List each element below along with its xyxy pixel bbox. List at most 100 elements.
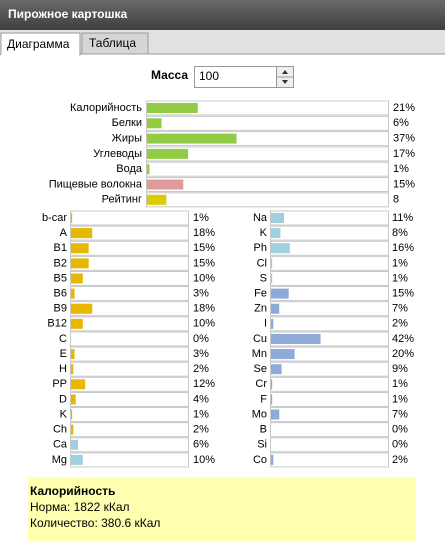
bar <box>271 318 274 329</box>
value-label: 7% <box>392 408 408 420</box>
value-label: 1% <box>392 378 408 390</box>
bar <box>271 228 281 239</box>
value-label: 11% <box>392 212 413 224</box>
bar <box>71 349 75 360</box>
bar-label: D <box>59 393 67 405</box>
bar-track <box>70 301 189 317</box>
bar-label: Mg <box>52 454 67 466</box>
bar <box>271 213 284 223</box>
bar-label: Si <box>257 439 267 451</box>
bar <box>271 364 282 375</box>
bar <box>71 409 73 420</box>
bar <box>271 333 321 344</box>
bar-track <box>270 240 389 256</box>
bar-track <box>70 270 189 286</box>
value-label: 18% <box>193 227 215 239</box>
value-label: 8% <box>392 227 408 239</box>
info-line: Количество: 380.6 кКал <box>30 516 160 530</box>
bar-track <box>146 177 389 192</box>
info-line: Норма: 1822 кКал <box>30 500 130 514</box>
bar <box>147 103 198 113</box>
bar-track <box>70 210 189 226</box>
bar-track <box>146 161 389 177</box>
bar-track <box>70 346 189 362</box>
bar-track <box>270 255 389 271</box>
bar <box>71 379 86 390</box>
bar-track <box>270 286 389 302</box>
bar-track <box>70 391 189 407</box>
value-label: 37% <box>393 133 415 145</box>
bar-track <box>270 316 389 332</box>
value-label: 3% <box>193 348 209 360</box>
bar <box>271 409 280 420</box>
bar-label: Mo <box>252 408 267 420</box>
bar-track <box>270 210 389 226</box>
bar-label: B6 <box>54 288 67 300</box>
bar-track <box>70 286 189 302</box>
bar-track <box>270 270 389 286</box>
bar-label: Ch <box>53 424 67 436</box>
value-label: 1% <box>193 212 209 224</box>
bar-label: B5 <box>54 272 67 284</box>
bar <box>71 439 79 450</box>
bar <box>271 454 274 465</box>
value-label: 9% <box>392 363 408 375</box>
spinner-arrows[interactable] <box>282 70 288 84</box>
bar-label: Mn <box>252 348 267 360</box>
bar-track <box>270 225 389 241</box>
bar-label: Cl <box>257 257 267 269</box>
value-label: 15% <box>393 178 415 190</box>
tab-label[interactable]: Таблица <box>89 36 136 50</box>
bar-label: PP <box>52 378 67 390</box>
bar <box>71 288 75 299</box>
value-label: 2% <box>392 318 408 330</box>
value-label: 6% <box>193 439 209 451</box>
window-title: Пирожное картошка <box>8 7 128 21</box>
value-label: 42% <box>392 333 414 345</box>
bar-track <box>146 146 389 162</box>
mass-label: Масса <box>151 68 188 82</box>
bar-label: Углеводы <box>93 148 142 160</box>
bar-track <box>70 361 189 377</box>
value-label: 1% <box>393 163 409 175</box>
bar <box>71 258 89 269</box>
bar <box>147 133 237 144</box>
bar <box>147 164 150 175</box>
bar-label: I <box>264 318 267 330</box>
bar <box>147 194 167 205</box>
bar-label: Na <box>253 212 268 224</box>
mass-value[interactable]: 100 <box>199 69 219 83</box>
bar-track <box>146 115 389 131</box>
bar-label: Калорийность <box>70 102 142 114</box>
bar-track <box>70 407 189 423</box>
bar-label: Пищевые волокна <box>49 178 143 190</box>
value-label: 2% <box>193 363 209 375</box>
bar-label: Ph <box>254 242 267 254</box>
bar-label: F <box>260 393 267 405</box>
bar <box>71 454 83 465</box>
bar <box>147 179 184 190</box>
value-label: 20% <box>392 348 414 360</box>
bar <box>271 258 273 269</box>
value-label: 0% <box>392 424 408 436</box>
bar-track <box>70 422 189 438</box>
tab-label[interactable]: Диаграмма <box>7 37 70 51</box>
value-label: 1% <box>193 408 209 420</box>
value-label: 0% <box>193 333 209 345</box>
bar-label: H <box>59 363 67 375</box>
bar-track <box>270 422 389 438</box>
bar-label: Cr <box>255 378 267 390</box>
bar <box>71 228 93 239</box>
bar-track <box>270 407 389 423</box>
tab[interactable] <box>81 32 149 55</box>
bar-track <box>70 240 189 256</box>
bar-track <box>70 316 189 332</box>
bar-label: Fe <box>254 288 267 300</box>
bar <box>271 303 280 314</box>
value-label: 10% <box>193 454 215 466</box>
value-label: 3% <box>193 288 209 300</box>
bar <box>71 364 74 375</box>
bar <box>71 303 93 314</box>
bar-label: B1 <box>54 242 67 254</box>
value-label: 2% <box>193 424 209 436</box>
